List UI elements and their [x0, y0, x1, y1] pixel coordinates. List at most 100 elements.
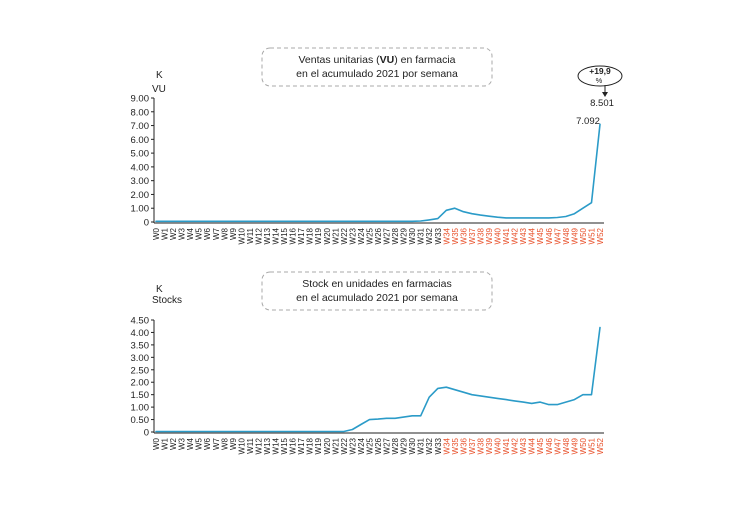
x-tick-label: W3 — [178, 437, 187, 450]
x-tick-label: W18 — [306, 437, 315, 454]
x-tick-label: W11 — [246, 437, 255, 453]
y-tick-label: 0 — [144, 428, 149, 439]
x-tick-label: W13 — [263, 437, 272, 454]
x-tick-label: W42 — [511, 437, 520, 454]
x-tick-label: W3 — [178, 227, 187, 240]
y-tick-label: 2.00 — [131, 190, 150, 201]
x-tick-label: W22 — [340, 437, 349, 454]
x-tick-label: W49 — [570, 227, 579, 244]
value-old-label: 7.092 — [576, 116, 600, 127]
x-tick-label: W37 — [468, 437, 477, 454]
x-tick-label: W1 — [161, 227, 170, 240]
x-tick-label: W27 — [383, 227, 392, 244]
x-tick-label: W5 — [195, 227, 204, 240]
x-tick-label: W14 — [272, 227, 281, 244]
y-tick-label: 0.50 — [131, 415, 150, 426]
x-tick-label: W8 — [220, 227, 229, 240]
x-tick-label: W11 — [246, 227, 255, 243]
x-tick-label: W39 — [485, 227, 494, 244]
x-tick-label: W34 — [442, 227, 451, 244]
title-box — [261, 47, 493, 87]
y-tick-label: 3.00 — [131, 176, 150, 187]
y-tick-label: 1.00 — [131, 204, 150, 215]
x-tick-label: W29 — [400, 227, 409, 244]
y-tick-label: 4.50 — [131, 316, 150, 327]
x-tick-label: W21 — [331, 227, 340, 244]
x-tick-label: W7 — [212, 437, 221, 450]
x-tick-label: W31 — [417, 437, 426, 454]
x-tick-label: W19 — [314, 227, 323, 244]
series-line — [155, 123, 601, 223]
x-tick-label: W45 — [536, 227, 545, 244]
y-tick-label: 7.00 — [131, 121, 150, 132]
title-box — [261, 271, 493, 311]
y-tick-label: 6.00 — [131, 135, 150, 146]
x-tick-label: W40 — [494, 437, 503, 454]
unit-label: K — [156, 70, 163, 81]
chart-2: Stock en unidades en farmacias en el acum… — [131, 271, 605, 454]
x-tick-label: W19 — [314, 437, 323, 454]
x-tick-label: W25 — [365, 227, 374, 244]
x-tick-label: W14 — [272, 437, 281, 454]
x-tick-label: W12 — [254, 437, 263, 454]
x-tick-label: W43 — [519, 227, 528, 244]
x-tick-label: W43 — [519, 437, 528, 454]
x-tick-label: W20 — [323, 437, 332, 454]
x-tick-label: W24 — [357, 437, 366, 454]
y-tick-label: 8.00 — [131, 107, 150, 118]
x-tick-label: W26 — [374, 437, 383, 454]
y-tick-label: 3.00 — [131, 353, 150, 364]
x-tick-label: W51 — [587, 437, 596, 454]
y-tick-label: 1.00 — [131, 403, 150, 414]
x-tick-label: W2 — [169, 227, 178, 240]
growth-badge-unit: % — [596, 76, 603, 85]
x-tick-label: W9 — [229, 437, 238, 450]
x-tick-label: W40 — [494, 227, 503, 244]
x-tick-label: W20 — [323, 227, 332, 244]
x-tick-label: W6 — [203, 437, 212, 450]
growth-badge — [577, 65, 623, 87]
x-tick-label: W44 — [528, 227, 537, 244]
x-tick-label: W51 — [587, 227, 596, 244]
x-tick-label: W13 — [263, 227, 272, 244]
x-tick-label: W16 — [289, 437, 298, 454]
x-tick-label: W35 — [451, 227, 460, 244]
x-tick-label: W4 — [186, 227, 195, 240]
x-tick-label: W39 — [485, 437, 494, 454]
value-new-label: 8.501 — [590, 98, 614, 109]
chart-title-line: en el acumulado 2021 por semana — [296, 292, 458, 304]
x-tick-label: W42 — [511, 227, 520, 244]
x-tick-label: W50 — [579, 227, 588, 244]
chart-title-line: en el acumulado 2021 por semana — [296, 68, 458, 80]
y-tick-label: 2.50 — [131, 365, 150, 376]
x-tick-label: W9 — [229, 227, 238, 240]
x-tick-label: W17 — [297, 227, 306, 244]
x-tick-label: W47 — [553, 227, 562, 244]
x-tick-label: W0 — [152, 437, 161, 450]
x-tick-label: W45 — [536, 437, 545, 454]
x-tick-label: W8 — [220, 437, 229, 450]
x-tick-label: W15 — [280, 227, 289, 244]
x-tick-label: W24 — [357, 227, 366, 244]
x-tick-label: W37 — [468, 227, 477, 244]
x-tick-label: W30 — [408, 437, 417, 454]
x-tick-label: W44 — [528, 437, 537, 454]
x-tick-label: W48 — [562, 437, 571, 454]
x-tick-label: W5 — [195, 437, 204, 450]
x-tick-label: W36 — [459, 437, 468, 454]
x-tick-label: W47 — [553, 437, 562, 454]
series-line — [155, 326, 601, 433]
y-tick-label: 5.00 — [131, 149, 150, 160]
x-tick-label: W6 — [203, 227, 212, 240]
x-tick-label: W10 — [237, 227, 246, 244]
x-tick-label: W49 — [570, 437, 579, 454]
x-tick-label: W52 — [596, 227, 605, 244]
x-tick-label: W22 — [340, 227, 349, 244]
x-tick-label: W34 — [442, 437, 451, 454]
y-tick-label: 2.00 — [131, 378, 150, 389]
x-tick-label: W0 — [152, 227, 161, 240]
x-tick-label: W30 — [408, 227, 417, 244]
y-tick-label: 1.50 — [131, 390, 150, 401]
x-tick-label: W25 — [365, 437, 374, 454]
